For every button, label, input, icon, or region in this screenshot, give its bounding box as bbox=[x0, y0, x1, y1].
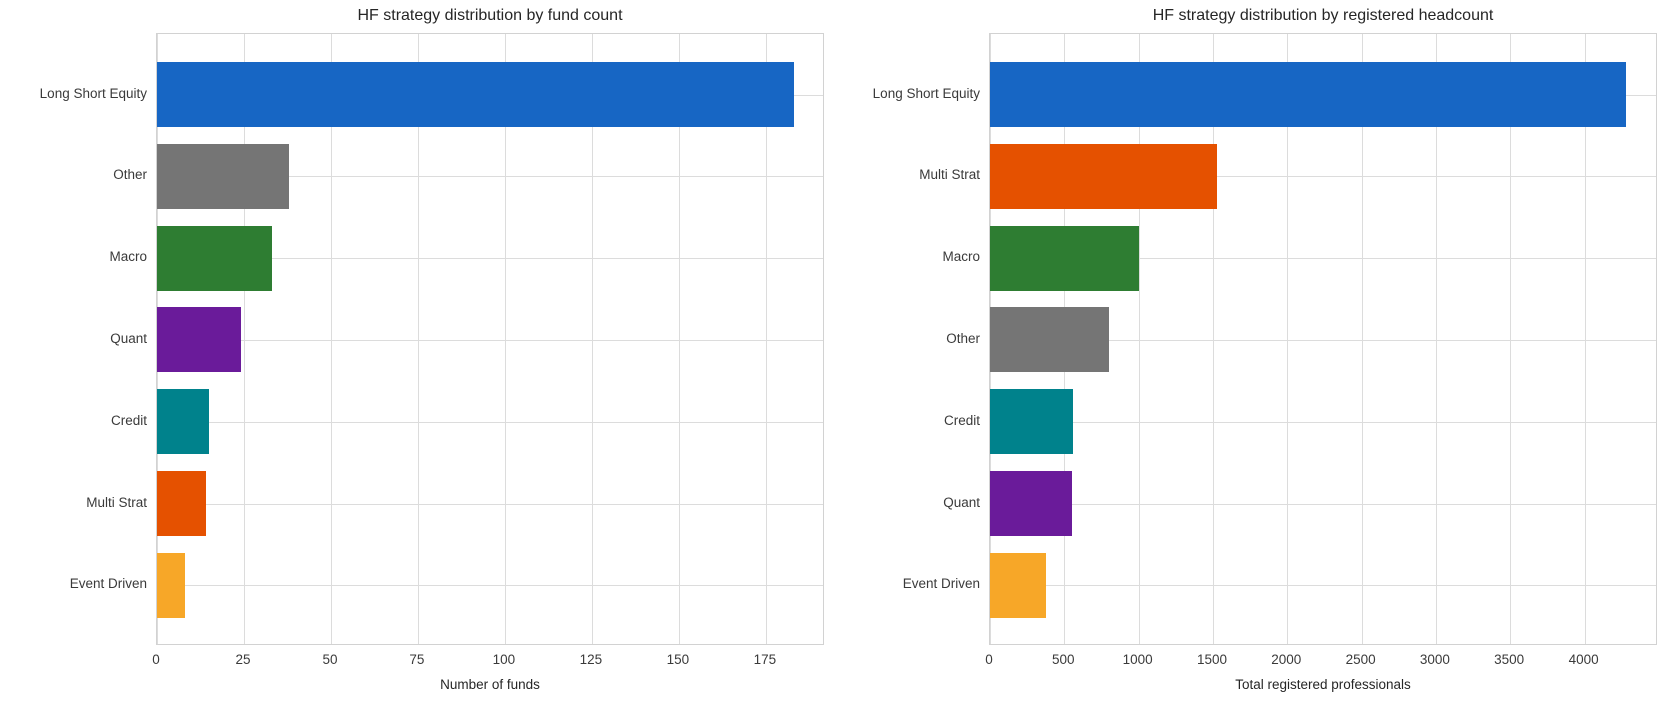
bar-credit bbox=[157, 389, 210, 455]
plot-area bbox=[156, 33, 824, 645]
y-gridline bbox=[990, 176, 1656, 178]
bar-credit bbox=[990, 389, 1074, 455]
x-tick-label-125: 125 bbox=[579, 652, 603, 667]
x-gridline bbox=[765, 34, 767, 644]
x-gridline bbox=[1138, 34, 1140, 644]
x-tick-label-0: 0 bbox=[152, 652, 160, 667]
x-gridline bbox=[244, 34, 245, 644]
bar-quant bbox=[990, 471, 1072, 536]
x-gridline bbox=[331, 34, 332, 644]
chart-fund-count: HF strategy distribution by fund count N… bbox=[0, 0, 833, 707]
x-tick-label-0: 0 bbox=[985, 652, 993, 667]
y-tick-label-macro: Macro bbox=[942, 249, 980, 265]
y-tick-label-multi-strat: Multi Strat bbox=[919, 167, 980, 183]
x-gridline bbox=[417, 34, 419, 644]
y-tick-label-credit: Credit bbox=[943, 412, 980, 428]
y-tick-label-long-short-equity: Long Short Equity bbox=[39, 85, 147, 101]
bar-multi-strat bbox=[157, 471, 206, 536]
x-gridline bbox=[591, 34, 593, 644]
y-tick-label-event-driven: Event Driven bbox=[902, 576, 980, 592]
y-gridline bbox=[157, 176, 823, 178]
bar-multi-strat bbox=[990, 143, 1218, 209]
y-gridline bbox=[157, 421, 823, 423]
x-tick-label-2500: 2500 bbox=[1345, 652, 1376, 667]
bar-other bbox=[990, 307, 1109, 373]
x-tick-label-75: 75 bbox=[409, 652, 425, 667]
x-tick-label-1500: 1500 bbox=[1196, 652, 1228, 667]
y-gridline bbox=[990, 503, 1656, 505]
y-tick-label-other: Other bbox=[946, 330, 980, 346]
y-gridline bbox=[990, 339, 1656, 341]
bar-quant bbox=[157, 307, 241, 373]
y-gridline bbox=[157, 339, 823, 341]
bar-macro bbox=[990, 225, 1139, 291]
y-tick-label-macro: Macro bbox=[109, 249, 147, 265]
x-gridline bbox=[1213, 34, 1214, 644]
chart-title: HF strategy distribution by registered h… bbox=[1152, 7, 1494, 24]
x-tick-label-50: 50 bbox=[322, 652, 338, 667]
y-gridline bbox=[157, 503, 823, 505]
bar-event-driven bbox=[990, 552, 1046, 618]
bar-macro bbox=[157, 225, 272, 291]
x-tick-label-3500: 3500 bbox=[1494, 652, 1525, 667]
y-gridline bbox=[157, 585, 823, 587]
x-gridline bbox=[1510, 34, 1512, 644]
x-tick-label-500: 500 bbox=[1052, 652, 1075, 667]
x-tick-label-175: 175 bbox=[753, 652, 777, 667]
bar-long-short-equity bbox=[157, 62, 794, 127]
x-axis-label: Number of funds bbox=[440, 677, 540, 692]
x-axis-label: Total registered professionals bbox=[1235, 677, 1411, 692]
bar-event-driven bbox=[157, 552, 185, 618]
x-tick-label-1000: 1000 bbox=[1122, 652, 1153, 667]
x-tick-label-25: 25 bbox=[235, 652, 251, 667]
x-gridline bbox=[504, 34, 506, 644]
chart-registered-headcount: HF strategy distribution by registered h… bbox=[833, 0, 1666, 707]
y-tick-label-event-driven: Event Driven bbox=[69, 576, 147, 592]
y-tick-label-multi-strat: Multi Strat bbox=[86, 494, 147, 510]
x-gridline bbox=[1361, 34, 1363, 644]
x-gridline bbox=[1287, 34, 1289, 644]
x-tick-label-2000: 2000 bbox=[1271, 652, 1302, 667]
chart-title: HF strategy distribution by fund count bbox=[357, 7, 623, 24]
x-gridline bbox=[1435, 34, 1437, 644]
y-gridline bbox=[157, 258, 823, 260]
y-tick-label-quant: Quant bbox=[943, 494, 980, 510]
x-tick-label-3000: 3000 bbox=[1419, 652, 1450, 667]
y-gridline bbox=[990, 421, 1656, 423]
bar-long-short-equity bbox=[990, 62, 1627, 127]
y-tick-label-credit: Credit bbox=[110, 412, 147, 428]
y-gridline bbox=[990, 585, 1656, 587]
y-tick-label-long-short-equity: Long Short Equity bbox=[872, 85, 980, 101]
x-gridline bbox=[678, 34, 680, 644]
plot-area bbox=[989, 33, 1657, 645]
x-gridline bbox=[1584, 34, 1586, 644]
x-tick-label-100: 100 bbox=[492, 652, 516, 667]
x-tick-label-150: 150 bbox=[666, 652, 690, 667]
x-tick-label-4000: 4000 bbox=[1568, 652, 1599, 667]
y-tick-label-other: Other bbox=[113, 167, 147, 183]
bar-other bbox=[157, 143, 290, 209]
y-gridline bbox=[990, 258, 1656, 260]
y-tick-label-quant: Quant bbox=[110, 330, 147, 346]
